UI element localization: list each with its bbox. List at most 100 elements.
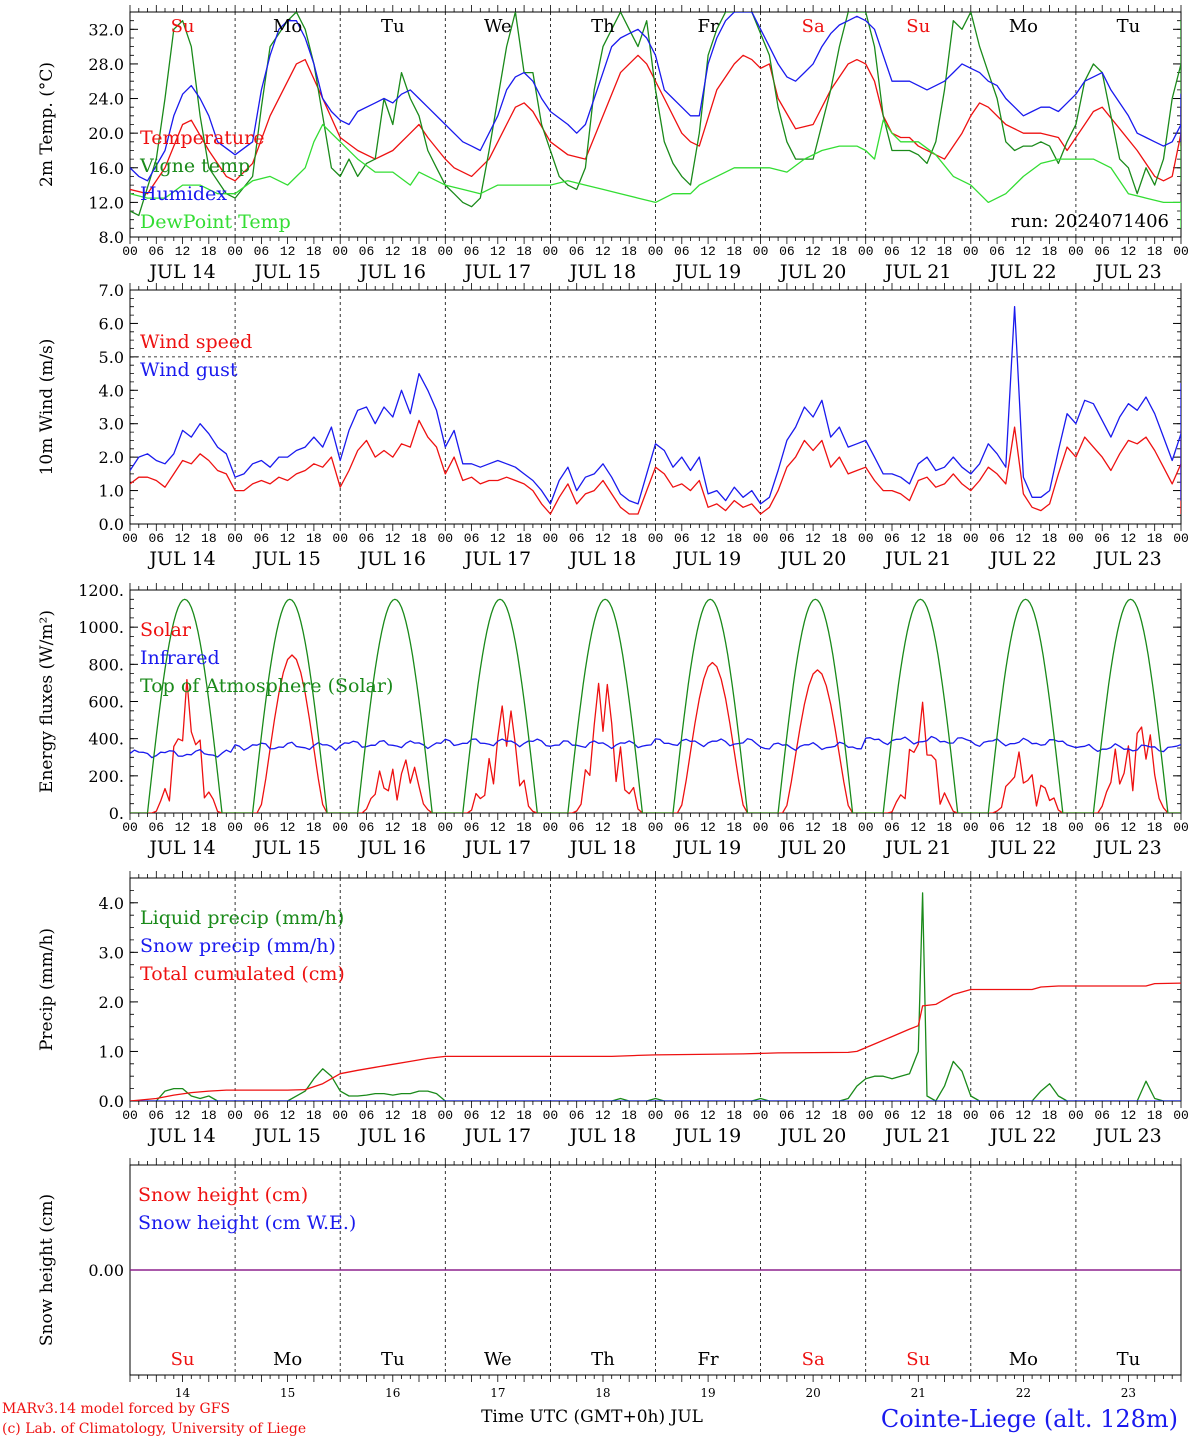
temp-ytick-label: 24.0 — [88, 90, 124, 109]
temp-day-label: JUL 19 — [673, 261, 741, 283]
temp-hour-label: 18 — [1042, 244, 1058, 259]
temp-hour-label: 12 — [385, 244, 401, 259]
temp-weekday-2: Tu — [381, 16, 405, 37]
snow-weekday-9: Tu — [1117, 1349, 1141, 1370]
wind-hour-label: 00 — [963, 531, 979, 546]
precip-hour-label-final: 00 — [1173, 1108, 1189, 1123]
temp-ylabel: 2m Temp. (°C) — [37, 62, 57, 187]
precip-hour-label: 12 — [1121, 1108, 1137, 1123]
temp-weekday-6: Sa — [802, 16, 825, 37]
snow-weekday-8: Mo — [1009, 1349, 1038, 1370]
snow-weekday-7: Su — [906, 1349, 930, 1370]
energy-hour-label: 06 — [569, 820, 585, 835]
wind-legend-1: Wind gust — [140, 359, 238, 381]
energy-hour-label: 00 — [437, 820, 453, 835]
energy-day-label: JUL 17 — [463, 837, 531, 859]
snow-weekday-4: Th — [591, 1349, 615, 1370]
temp-hour-label: 18 — [516, 244, 532, 259]
energy-hour-label: 12 — [595, 820, 611, 835]
wind-ytick-label: 0.0 — [99, 515, 124, 534]
temp-ytick-label: 20.0 — [88, 124, 124, 143]
wind-hour-label: 18 — [1147, 531, 1163, 546]
snow-ylabel: Snow height (cm) — [37, 1194, 57, 1346]
panel-precip: 0.0 1.0 2.0 3.0 4.0 Precip (mm/h) 00 06 12 18 JUL … — [37, 871, 1189, 1147]
panel-energy: 0. 200. 400. 600. 800. 1000. 1200. Energy fluxe… — [37, 581, 1189, 859]
temp-weekday-1: Mo — [273, 16, 302, 37]
energy-ytick-label: 600. — [88, 693, 124, 712]
wind-hour-label: 00 — [858, 531, 874, 546]
wind-day-label: JUL 23 — [1093, 548, 1161, 570]
energy-hour-label: 12 — [280, 820, 296, 835]
wind-ytick-label: 1.0 — [99, 482, 124, 501]
wind-day-label: JUL 18 — [568, 548, 636, 570]
wind-day-label: JUL 14 — [147, 548, 215, 570]
wind-minor-yticks — [130, 289, 1181, 525]
precip-hour-ticks — [129, 871, 1182, 1108]
temp-hour-label: 18 — [1147, 244, 1163, 259]
temp-ytick-label: 12.0 — [88, 193, 124, 212]
precip-legend-1: Snow precip (mm/h) — [140, 935, 336, 957]
energy-hour-label: 18 — [411, 820, 427, 835]
energy-legend-2: Top of Atmosphere (Solar) — [140, 675, 393, 697]
precip-hour-label: 00 — [332, 1108, 348, 1123]
energy-series-1 — [130, 735, 1181, 759]
precip-hour-label: 06 — [674, 1108, 690, 1123]
temp-hour-label: 00 — [648, 244, 664, 259]
wind-hour-label-final: 00 — [1173, 531, 1189, 546]
energy-hour-label: 18 — [832, 820, 848, 835]
energy-hour-label: 06 — [464, 820, 480, 835]
temp-hour-label: 12 — [595, 244, 611, 259]
precip-hour-label: 06 — [359, 1108, 375, 1123]
temp-weekday-0: Su — [171, 16, 195, 37]
energy-hour-label: 00 — [648, 820, 664, 835]
wind-hour-label: 12 — [595, 531, 611, 546]
temp-day-label: JUL 23 — [1093, 261, 1161, 283]
energy-hour-label: 12 — [805, 820, 821, 835]
energy-hour-label: 12 — [490, 820, 506, 835]
precip-hour-label: 06 — [1094, 1108, 1110, 1123]
snow-day-number-2: 16 — [385, 1386, 400, 1400]
snow-day-number-3: 17 — [490, 1386, 505, 1400]
energy-hour-label: 06 — [359, 820, 375, 835]
temp-hour-label: 12 — [490, 244, 506, 259]
wind-hour-label: 18 — [621, 531, 637, 546]
temp-hour-label: 00 — [332, 244, 348, 259]
energy-hour-label: 00 — [543, 820, 559, 835]
energy-hour-label: 12 — [700, 820, 716, 835]
temp-day-label: JUL 18 — [568, 261, 636, 283]
precip-legend-0: Liquid precip (mm/h) — [140, 907, 344, 929]
precip-hour-label: 00 — [227, 1108, 243, 1123]
precip-day-label: JUL 23 — [1093, 1125, 1161, 1147]
wind-ytick-label: 5.0 — [99, 348, 124, 367]
energy-day-label: JUL 15 — [252, 837, 320, 859]
wind-day-label: JUL 17 — [463, 548, 531, 570]
temp-series-1 — [130, 12, 1181, 217]
temp-hour-label: 06 — [569, 244, 585, 259]
energy-series-group — [130, 598, 1181, 813]
energy-hour-label: 06 — [884, 820, 900, 835]
temp-hour-label: 12 — [1016, 244, 1032, 259]
temp-series-3 — [130, 119, 1181, 229]
wind-hour-label: 06 — [674, 531, 690, 546]
wind-series-0 — [130, 419, 1181, 515]
precip-hour-label: 00 — [963, 1108, 979, 1123]
wind-day-label: JUL 21 — [883, 548, 951, 570]
temp-weekday-9: Tu — [1117, 16, 1141, 37]
temp-legend-0: Temperature — [140, 127, 264, 149]
footer-layer: MARv3.14 model forced by GFS (c) Lab. of… — [2, 1401, 1178, 1437]
snow-weekday-2: Tu — [381, 1349, 405, 1370]
energy-day-label: JUL 19 — [673, 837, 741, 859]
energy-hour-label: 12 — [910, 820, 926, 835]
precip-hour-label: 06 — [884, 1108, 900, 1123]
temp-day-label: JUL 22 — [988, 261, 1056, 283]
precip-ytick-label: 3.0 — [99, 943, 124, 962]
wind-hour-label: 06 — [464, 531, 480, 546]
snow-day-number-6: 20 — [806, 1386, 821, 1400]
energy-hour-label: 18 — [937, 820, 953, 835]
snow-ytick-label: 0.00 — [88, 1261, 124, 1280]
panel-snow: 0.00 Snow height (cm) Snow height (cm) Snow… — [37, 1158, 1182, 1400]
temp-hour-label: 00 — [753, 244, 769, 259]
wind-hour-label: 00 — [437, 531, 453, 546]
temp-hour-label: 18 — [306, 244, 322, 259]
